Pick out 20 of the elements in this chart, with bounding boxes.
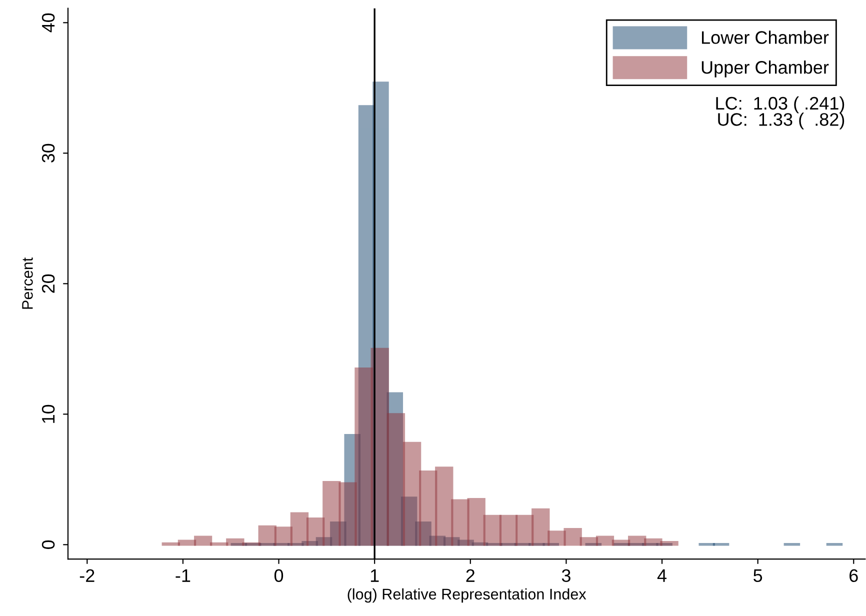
annotation: LC: 1.03 ( .241) <box>716 96 844 114</box>
x-axis-title: (log) Relative Representation Index <box>348 588 586 603</box>
legend-label: Upper Chamber <box>702 60 829 78</box>
y-tick-label: 40 <box>42 13 55 32</box>
annotation: UC: 1.33 ( .82) <box>718 112 844 130</box>
x-tick-label: 5 <box>754 569 762 582</box>
y-axis-title: Percent <box>22 257 33 309</box>
x-tick-label: 4 <box>657 569 667 582</box>
y-tick-label: 30 <box>42 144 55 163</box>
x-tick-label: 6 <box>850 569 858 582</box>
x-tick-label: -2 <box>80 569 94 582</box>
x-tick-label: -1 <box>176 569 190 582</box>
x-tick-label: 2 <box>466 569 475 582</box>
y-tick-label: 0 <box>42 540 55 549</box>
x-tick-label: 3 <box>562 569 570 582</box>
y-tick-label: 10 <box>42 404 55 423</box>
y-tick-label: 20 <box>42 274 55 293</box>
legend-label: Lower Chamber <box>702 30 829 44</box>
x-tick-label: 0 <box>274 569 284 582</box>
x-tick-label: 1 <box>370 569 379 582</box>
